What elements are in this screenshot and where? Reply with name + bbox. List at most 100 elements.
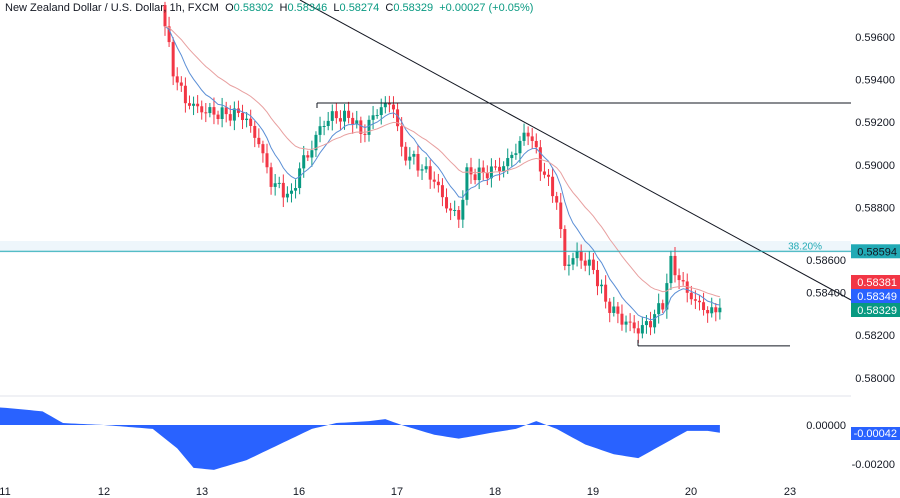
- price-tick-label: 0.58800: [855, 202, 895, 214]
- symbol-legend: New Zealand Dollar / U.S. Dollar, 1h, FX…: [5, 2, 534, 14]
- candle-body: [587, 259, 591, 266]
- candle-body: [628, 321, 632, 323]
- candle-body: [171, 42, 175, 77]
- candle-body: [571, 258, 575, 265]
- candle-body: [693, 299, 697, 301]
- candle-body: [498, 166, 502, 172]
- candle-body: [636, 328, 640, 334]
- candle-body: [208, 107, 212, 114]
- candle-body: [485, 173, 489, 179]
- candle-body: [391, 104, 395, 110]
- candle-body: [294, 188, 298, 191]
- candle-body: [632, 322, 636, 329]
- candle-body: [534, 140, 538, 148]
- candle-body: [514, 153, 518, 155]
- candle-body: [506, 158, 510, 167]
- price-tick-label: 0.58400: [806, 288, 846, 300]
- price-badge-text: 0.58381: [857, 277, 897, 289]
- candle-body: [665, 283, 669, 310]
- candle-body: [183, 85, 187, 104]
- candle-body: [241, 112, 245, 121]
- candle-body: [526, 132, 530, 137]
- candle-body: [175, 76, 179, 83]
- candle-body: [518, 140, 522, 154]
- candle-body: [285, 193, 289, 198]
- candle-body: [449, 208, 453, 211]
- candle-body: [428, 166, 432, 180]
- price-tick-label: 0.59600: [855, 32, 895, 44]
- candle-body: [595, 269, 599, 287]
- time-tick-label: 11: [0, 486, 11, 498]
- candle-body: [224, 107, 228, 115]
- candle-body: [465, 167, 469, 200]
- candle-body: [681, 280, 685, 282]
- candle-body: [530, 136, 534, 141]
- candle-body: [424, 166, 428, 170]
- candle-body: [469, 167, 473, 175]
- candle-body: [677, 275, 681, 281]
- symbol-title: New Zealand Dollar / U.S. Dollar, 1h, FX…: [5, 2, 219, 14]
- candle-body: [330, 111, 334, 121]
- candle-body: [440, 185, 444, 198]
- candle-body: [657, 303, 661, 315]
- candle-body: [228, 114, 232, 121]
- candle-body: [371, 115, 375, 120]
- candle-body: [334, 111, 338, 119]
- candle-body: [167, 26, 171, 43]
- candle-body: [555, 196, 559, 203]
- candle-body: [702, 302, 706, 311]
- candle-body: [302, 155, 306, 169]
- candle-body: [432, 179, 436, 182]
- price-tick-label: 0.59000: [855, 160, 895, 172]
- price-tick-label: 0.59200: [855, 117, 895, 129]
- candle-body: [249, 118, 253, 126]
- candle-body: [363, 133, 367, 135]
- candle-body: [522, 132, 526, 141]
- candle-body: [473, 174, 477, 181]
- price-badge-text: 0.58329: [857, 305, 897, 317]
- candle-body: [718, 307, 722, 313]
- candle-body: [192, 103, 196, 106]
- osc-last-badge: [851, 427, 900, 440]
- candle-body: [236, 108, 240, 113]
- candle-body: [375, 115, 379, 117]
- candle-body: [253, 125, 257, 138]
- candle-body: [289, 190, 293, 194]
- price-badge-text: 0.58594: [857, 246, 897, 258]
- candle-body: [322, 126, 326, 128]
- price-tick-label: 0.58600: [806, 255, 846, 267]
- candle-body: [204, 112, 208, 114]
- candle-body: [673, 255, 677, 276]
- candle-body: [216, 114, 220, 119]
- candle-body: [355, 120, 359, 125]
- price-badge-fib: [851, 244, 900, 259]
- close-value: 0.58329: [393, 2, 434, 14]
- candle-body: [714, 307, 718, 313]
- candle-body: [400, 126, 404, 147]
- candle-body: [547, 174, 551, 177]
- candle-body: [461, 199, 465, 220]
- candle-body: [187, 103, 191, 106]
- candle-body: [306, 155, 310, 158]
- candle-body: [510, 154, 514, 159]
- high-value: 0.58346: [287, 2, 328, 14]
- candle-body: [457, 209, 461, 220]
- candle-body: [583, 260, 587, 266]
- candle-body: [542, 171, 546, 175]
- candle-body: [338, 118, 342, 122]
- candle-body: [347, 110, 351, 118]
- open-value: 0.58302: [233, 2, 274, 14]
- candle-body: [493, 166, 497, 168]
- candle-body: [310, 150, 314, 158]
- candle-body: [616, 306, 620, 314]
- candle-body: [689, 292, 693, 300]
- low-value: 0.58274: [339, 2, 380, 14]
- candle-body: [257, 137, 261, 145]
- time-tick-label: 20: [685, 486, 697, 498]
- candle-body: [196, 103, 200, 107]
- time-tick-label: 18: [489, 486, 501, 498]
- osc-tick-label: 0.00000: [806, 420, 846, 432]
- candle-body: [600, 284, 604, 287]
